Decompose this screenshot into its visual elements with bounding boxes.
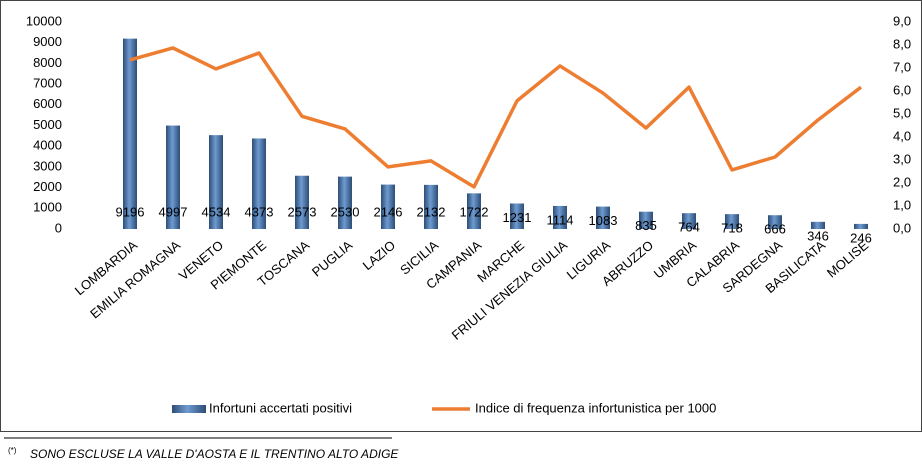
data-label: 1114 <box>547 212 574 227</box>
y-tick-label: 2000 <box>33 179 62 194</box>
y-tick-label: 6000 <box>33 96 62 111</box>
y2-tick-label: 7,0 <box>893 59 911 74</box>
y-tick-label: 1000 <box>33 200 62 215</box>
y-tick-label: 8000 <box>33 55 62 70</box>
data-label: 1722 <box>460 204 489 219</box>
bar <box>725 214 739 229</box>
data-label: 4997 <box>159 204 188 219</box>
bar <box>123 38 137 230</box>
data-label: 346 <box>807 228 829 243</box>
bar <box>854 223 868 229</box>
y2-tick-label: 3,0 <box>893 151 911 166</box>
y-tick-label: 10000 <box>26 13 62 28</box>
data-label: 666 <box>764 222 786 237</box>
y2-tick-label: 4,0 <box>893 128 911 143</box>
data-label: 2132 <box>417 204 446 219</box>
bar <box>467 193 481 229</box>
data-label: 9196 <box>116 204 145 219</box>
y2-tick-label: 0,0 <box>893 220 911 235</box>
legend-label: Infortuni accertati positivi <box>209 400 352 415</box>
data-label: 2530 <box>331 204 360 219</box>
bar <box>768 215 782 229</box>
bar <box>596 206 610 229</box>
data-label: 2573 <box>288 204 317 219</box>
bar <box>209 135 223 229</box>
footnote-marker: (*) <box>8 446 17 455</box>
y-tick-label: 7000 <box>33 76 62 91</box>
y2-tick-label: 5,0 <box>893 105 911 120</box>
y-tick-label: 5000 <box>33 117 62 132</box>
x-tick-label: PUGLIA <box>309 237 355 279</box>
data-label: 1083 <box>589 213 618 228</box>
bar <box>252 138 266 229</box>
bar <box>510 203 524 229</box>
data-label: 4534 <box>202 204 231 219</box>
line <box>129 46 863 189</box>
x-tick-label: LAZIO <box>360 237 398 273</box>
bar <box>295 175 309 229</box>
bar <box>811 221 825 229</box>
bar <box>553 205 567 229</box>
bar <box>424 184 438 229</box>
y2-tick-label: 6,0 <box>893 82 911 97</box>
footnote: SONO ESCLUSE LA VALLE D'AOSTA E IL TRENT… <box>30 447 399 461</box>
y-tick-label: 9000 <box>33 34 62 49</box>
y-tick-label: 3000 <box>33 158 62 173</box>
y2-tick-label: 2,0 <box>893 174 911 189</box>
data-label: 764 <box>678 220 700 235</box>
bar <box>381 184 395 229</box>
y2-tick-label: 8,0 <box>893 36 911 51</box>
y2-tick-label: 1,0 <box>893 197 911 212</box>
data-label: 4373 <box>245 204 274 219</box>
data-label: 1231 <box>503 210 532 225</box>
data-label: 2146 <box>374 204 403 219</box>
data-label: 246 <box>850 230 872 245</box>
bar <box>166 125 180 229</box>
bar <box>338 176 352 229</box>
y-tick-label: 0 <box>55 220 62 235</box>
data-label: 835 <box>635 218 657 233</box>
y2-tick-label: 9,0 <box>893 13 911 28</box>
data-label: 718 <box>721 221 743 236</box>
bar <box>682 213 696 229</box>
bar <box>639 211 653 229</box>
legend-swatch <box>172 405 206 413</box>
legend-label: Indice di frequenza infortunistica per 1… <box>475 400 716 415</box>
y-tick-label: 4000 <box>33 138 62 153</box>
